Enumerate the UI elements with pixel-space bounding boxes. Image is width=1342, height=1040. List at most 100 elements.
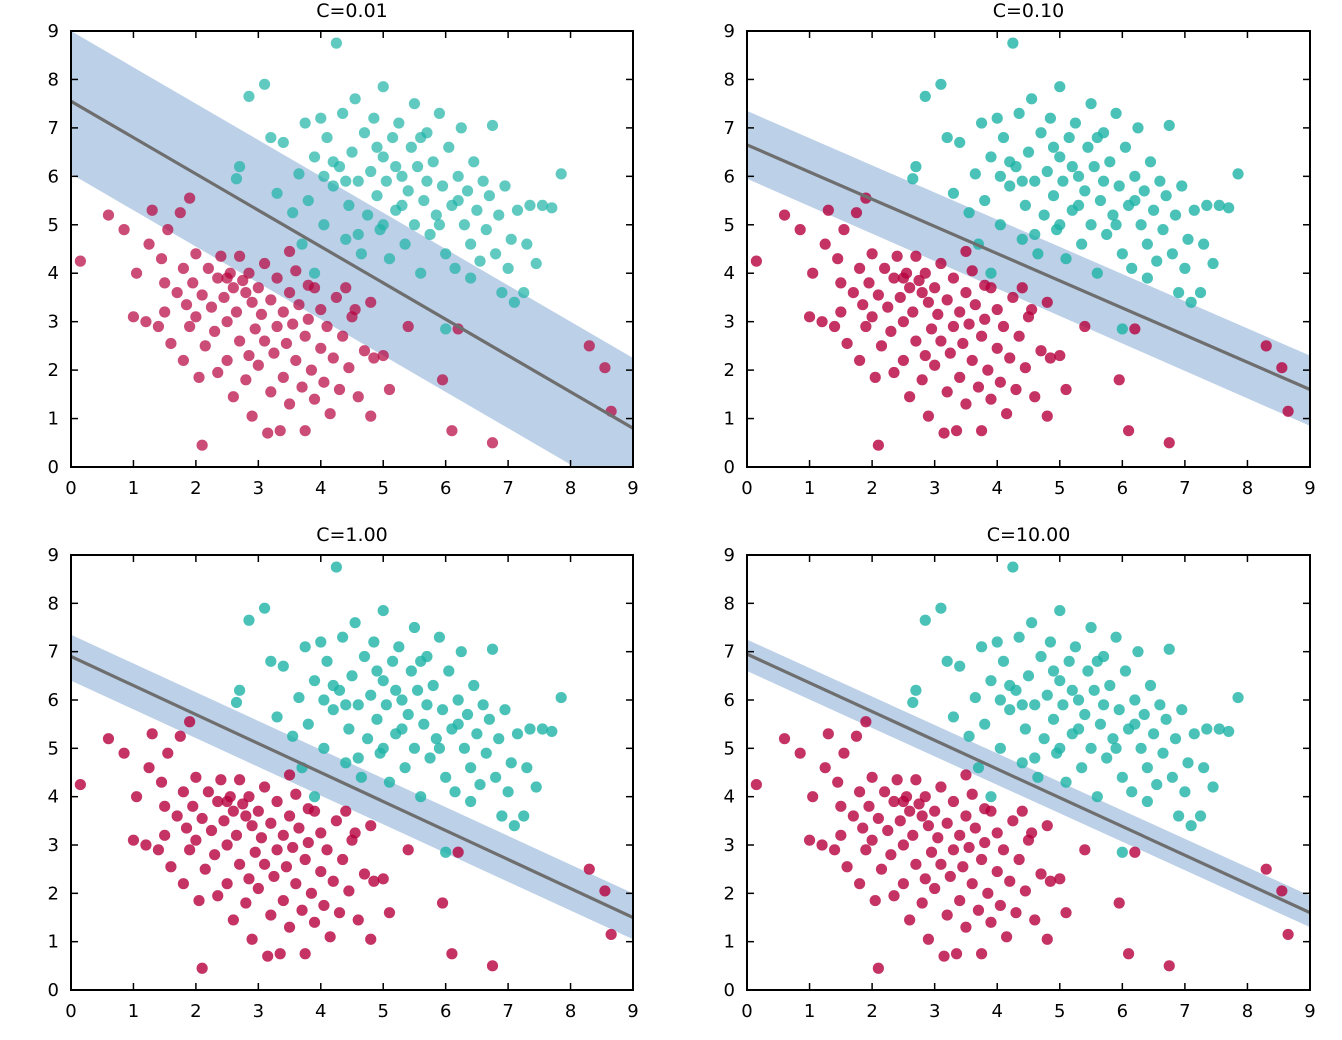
point-class-a (358, 345, 371, 357)
point-class-b (362, 209, 374, 221)
point-class-a (966, 265, 978, 277)
point-class-b (458, 742, 470, 754)
point-class-a (750, 255, 762, 267)
point-class-a (1026, 303, 1038, 316)
point-class-a (296, 381, 308, 393)
y-tick-label: 0 (48, 980, 59, 1001)
point-class-b (386, 131, 399, 144)
point-class-a (240, 374, 252, 386)
point-class-a (941, 386, 953, 398)
point-class-a (916, 287, 928, 299)
point-class-b (536, 723, 549, 735)
point-class-b (505, 757, 517, 769)
y-tick-label: 6 (724, 690, 735, 711)
point-class-b (1076, 762, 1088, 774)
axes-frame (70, 554, 634, 991)
point-class-b (393, 641, 405, 653)
point-class-b (1201, 199, 1213, 211)
point-class-a (227, 391, 239, 403)
point-class-a (1054, 873, 1066, 885)
point-class-a (1044, 875, 1056, 887)
point-class-a (221, 839, 233, 851)
point-class-b (452, 694, 464, 706)
y-tick-label: 5 (48, 738, 59, 759)
point-class-a (854, 354, 866, 367)
point-class-b (521, 762, 533, 774)
point-class-b (277, 660, 289, 672)
y-tick-label: 0 (724, 457, 735, 478)
y-tick-label: 3 (724, 835, 735, 856)
point-class-b (1151, 778, 1163, 791)
point-class-b (1207, 781, 1219, 793)
point-class-b (524, 199, 536, 211)
point-class-b (1129, 194, 1141, 207)
point-class-b (480, 747, 492, 759)
point-class-a (365, 296, 377, 308)
point-class-a (835, 277, 847, 289)
x-tick-label: 7 (502, 478, 513, 499)
point-class-a (879, 786, 891, 798)
point-class-a (252, 359, 264, 371)
point-class-b (402, 708, 414, 721)
point-class-b (1054, 742, 1066, 754)
point-class-b (340, 757, 352, 769)
point-class-a (1013, 853, 1025, 866)
point-class-a (436, 897, 449, 909)
point-class-a (1282, 928, 1294, 941)
point-class-b (1104, 679, 1116, 692)
point-class-b (1082, 665, 1094, 677)
point-class-b (427, 679, 439, 692)
point-class-a (283, 398, 296, 410)
point-class-b (287, 730, 299, 742)
point-class-b (315, 112, 327, 124)
point-class-a (922, 410, 935, 422)
point-class-a (941, 909, 953, 921)
point-class-a (318, 899, 330, 912)
point-class-a (947, 795, 960, 808)
y-tick-label: 5 (48, 215, 59, 236)
point-class-a (234, 335, 246, 347)
point-class-a (950, 948, 963, 960)
point-class-b (377, 151, 389, 163)
y-tick-label: 4 (724, 787, 735, 808)
point-class-a (922, 820, 935, 832)
point-class-a (954, 306, 966, 318)
point-class-a (985, 393, 997, 405)
point-class-a (308, 916, 321, 928)
point-class-a (271, 320, 283, 333)
point-class-b (399, 238, 411, 250)
point-class-a (302, 836, 314, 849)
point-class-a (221, 354, 233, 367)
point-class-b (424, 228, 436, 241)
point-class-a (212, 272, 224, 284)
point-class-b (480, 224, 492, 236)
point-class-b (318, 742, 330, 754)
point-class-b (440, 248, 452, 260)
point-class-b (1079, 708, 1091, 721)
point-class-b (390, 161, 402, 173)
point-class-b (994, 219, 1006, 231)
point-class-a (368, 875, 380, 887)
point-class-a (919, 791, 931, 803)
point-class-a (969, 299, 981, 311)
point-class-b (377, 742, 389, 754)
point-class-b (1223, 725, 1235, 738)
point-class-b (910, 161, 922, 173)
point-class-a (950, 425, 963, 437)
subplot-c-0.10: 0 1 2 3 4 5 6 7 8 9 0 1 2 3 4 5 6 7 8 9 C=0.10 (724, 0, 1316, 499)
point-class-b (321, 131, 333, 144)
point-class-b (433, 219, 446, 231)
point-class-a (991, 865, 1003, 878)
point-class-a (866, 834, 878, 846)
point-class-b (318, 219, 330, 231)
x-tick-label: 1 (804, 478, 815, 499)
point-class-a (860, 844, 872, 856)
x-tick-label: 4 (991, 1001, 1002, 1022)
point-class-a (904, 391, 916, 403)
point-class-a (979, 836, 991, 849)
y-tick-label: 8 (724, 593, 735, 614)
point-class-b (1054, 151, 1066, 163)
point-class-a (866, 248, 878, 260)
point-class-a (218, 815, 230, 827)
y-tick-label: 1 (724, 932, 735, 953)
